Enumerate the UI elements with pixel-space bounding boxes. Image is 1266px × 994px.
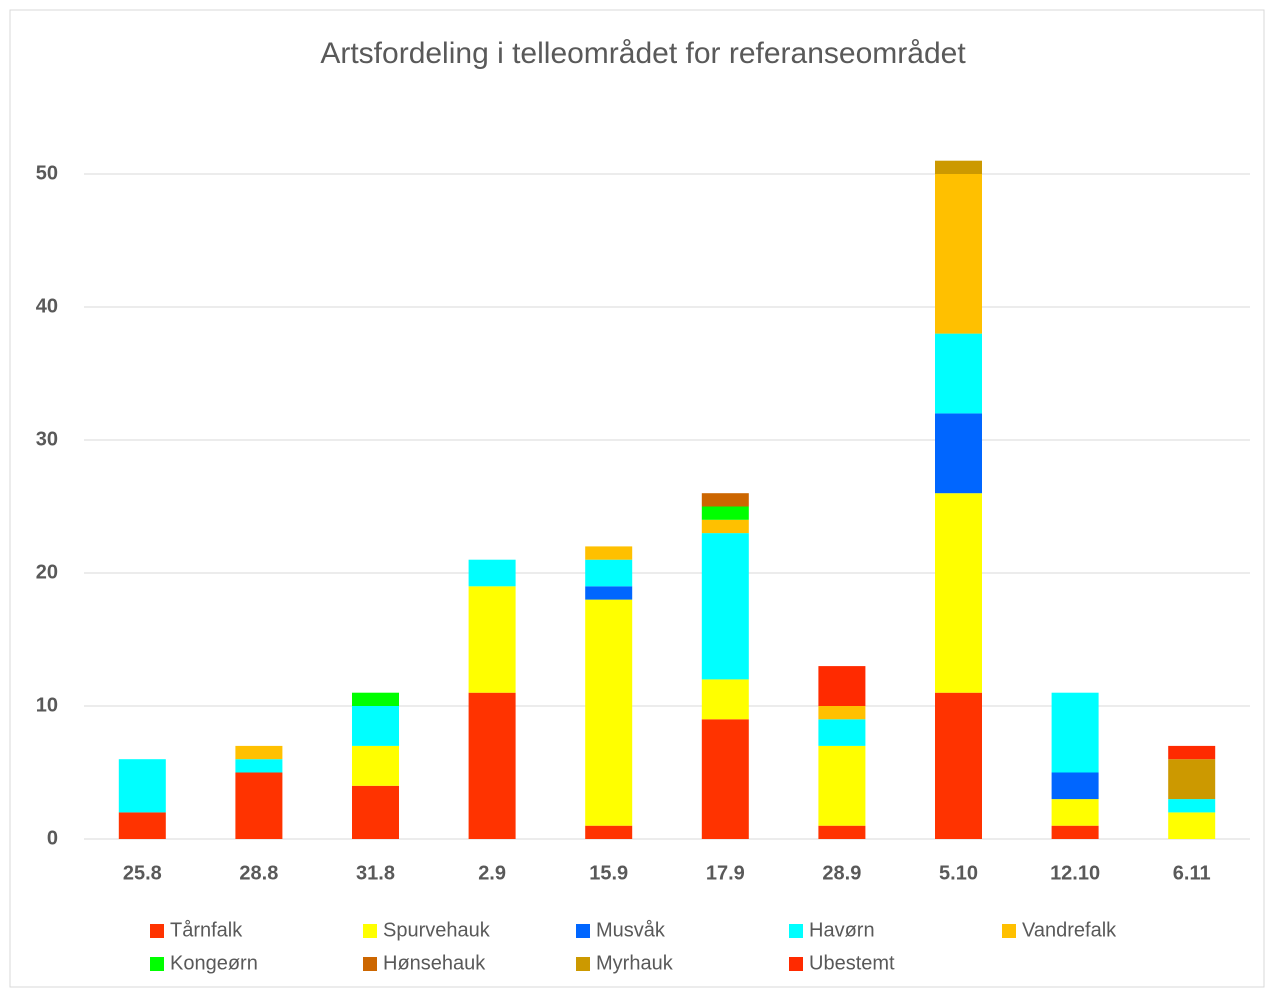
legend-label: Vandrefalk — [1022, 919, 1117, 941]
x-tick-label: 6.11 — [1173, 862, 1211, 884]
bar-segment — [352, 692, 399, 706]
legend-swatch — [363, 924, 377, 938]
y-tick-label: 0 — [47, 827, 58, 849]
x-tick-label: 28.9 — [822, 862, 861, 884]
bar-segment — [468, 586, 516, 693]
y-tick-label: 40 — [36, 295, 58, 317]
legend-label: Musvåk — [596, 919, 666, 941]
bar-segment — [818, 825, 866, 839]
bar-segment — [585, 546, 633, 560]
bar-segment — [701, 679, 749, 720]
bar-segment — [118, 759, 166, 813]
legend-swatch — [789, 957, 803, 971]
bar-segment — [818, 719, 866, 746]
legend-label: Myrhauk — [596, 952, 674, 974]
legend-swatch — [363, 957, 377, 971]
x-tick-label: 17.9 — [706, 862, 745, 884]
x-tick-label: 28.8 — [239, 862, 278, 884]
bar-segment — [585, 825, 633, 839]
bar-segment — [701, 533, 749, 680]
bar-segment — [701, 506, 749, 520]
bar-segment — [235, 745, 283, 760]
legend-label: Tårnfalk — [170, 919, 243, 941]
bar-segment — [1168, 759, 1216, 800]
bar-segment — [235, 759, 283, 773]
bar-segment — [701, 519, 749, 534]
bar-segment — [935, 493, 982, 693]
chart-border — [9, 9, 1265, 988]
bar-segment — [935, 333, 982, 414]
legend-swatch — [150, 924, 164, 938]
y-tick-label: 50 — [36, 162, 58, 184]
bar-segment — [352, 785, 399, 839]
x-tick-label: 12.10 — [1050, 862, 1100, 884]
x-tick-label: 5.10 — [939, 862, 978, 884]
legend-swatch — [576, 957, 590, 971]
bar-segment — [352, 745, 399, 786]
bar-segment — [1051, 825, 1099, 839]
bar-segment — [118, 812, 166, 839]
legend-label: Havørn — [809, 919, 875, 941]
bar-segment — [235, 772, 283, 839]
bar-segment — [935, 413, 982, 494]
y-tick-label: 30 — [36, 428, 58, 450]
bar-segment — [935, 692, 982, 839]
bar-segment — [585, 586, 633, 600]
bar-segment — [935, 160, 982, 174]
bar-segment — [468, 692, 516, 839]
bar-segment — [1168, 799, 1216, 813]
x-tick-label: 2.9 — [478, 862, 506, 884]
x-tick-label: 15.9 — [589, 862, 628, 884]
legend-label: Spurvehauk — [383, 919, 491, 941]
chart-title: Artsfordeling i telleområdet for referan… — [320, 37, 966, 70]
bar-segment — [1168, 745, 1216, 760]
legend-swatch — [576, 924, 590, 938]
bar-segment — [935, 174, 982, 334]
legend-label: Hønsehauk — [383, 952, 486, 974]
x-tick-label: 25.8 — [123, 862, 162, 884]
bar-segment — [818, 666, 866, 706]
bar-segment — [468, 559, 516, 587]
legend-label: Kongeørn — [170, 952, 258, 974]
bar-segment — [1051, 772, 1099, 800]
bar-segment — [352, 706, 399, 746]
legend-swatch — [789, 924, 803, 938]
legend-swatch — [1002, 924, 1016, 938]
y-tick-label: 20 — [36, 561, 58, 583]
x-tick-label: 31.8 — [356, 862, 395, 884]
bar-segment — [1051, 692, 1099, 773]
bar-segment — [701, 493, 749, 507]
y-tick-label: 10 — [36, 694, 58, 716]
legend-swatch — [150, 957, 164, 971]
bar-segment — [585, 599, 633, 826]
bar-segment — [1051, 799, 1099, 826]
bar-segment — [1168, 812, 1216, 839]
bar-segment — [585, 559, 633, 587]
bar-segment — [818, 706, 866, 720]
bar-segment — [701, 719, 749, 839]
bar-segment — [818, 745, 866, 826]
legend-label: Ubestemt — [809, 952, 895, 974]
